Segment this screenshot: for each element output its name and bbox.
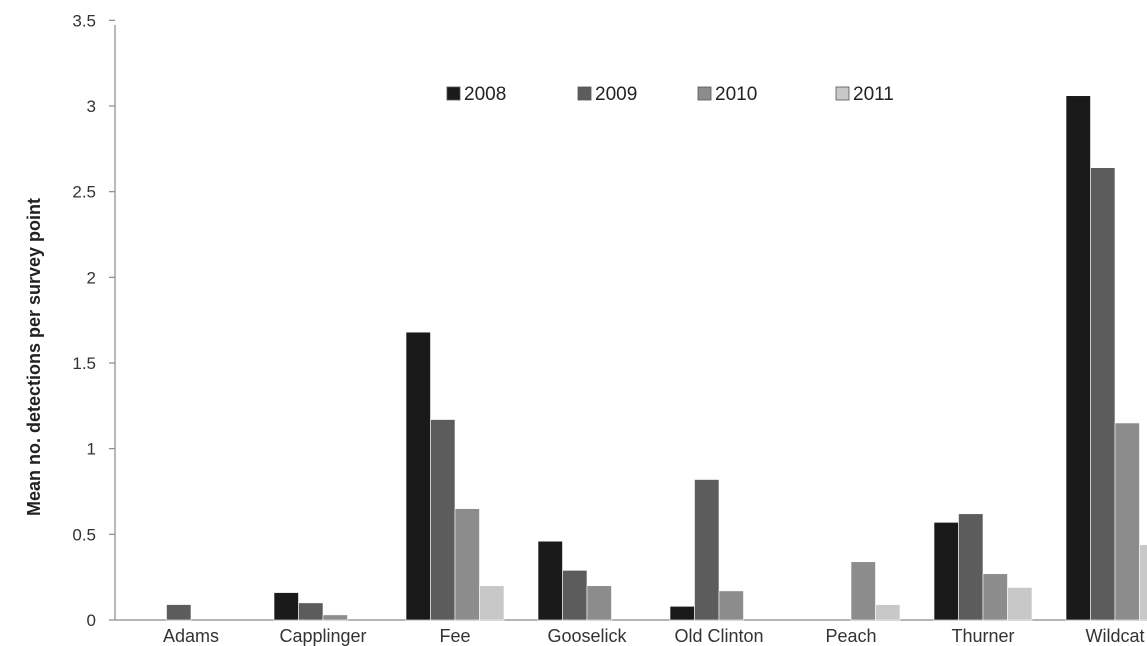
x-tick-label: Gooselick <box>547 626 627 646</box>
bar-2009-wildcat <box>1090 167 1116 621</box>
bar-2011-peach <box>875 604 901 621</box>
x-tick-labels: Adams Capplinger Fee Gooselick Old Clinton Pe… <box>163 626 1145 646</box>
legend-label-2010: 2010 <box>715 84 757 105</box>
bar-2010-gooselick <box>586 585 612 621</box>
bar-2009-adams <box>166 604 192 621</box>
bar-2010-fee <box>454 508 480 621</box>
y-ticks: 0 0.5 1 1.5 2 2.5 3 3.5 <box>72 11 115 630</box>
y-axis-title: Mean no. detections per survey point <box>24 198 44 516</box>
bar-2008-fee <box>405 331 431 621</box>
bar-2011-thurner <box>1007 587 1033 621</box>
bar-2009-fee <box>430 419 456 621</box>
y-tick-label: 1.5 <box>72 354 96 373</box>
legend-label-2009: 2009 <box>595 84 637 105</box>
bar-2008-old-clinton <box>669 605 695 621</box>
x-tick-label: Thurner <box>951 626 1014 646</box>
bar-2008-capplinger <box>273 592 299 621</box>
bar-2008-wildcat <box>1065 95 1091 621</box>
legend: 2008 2009 2010 2011 <box>446 84 894 105</box>
legend-label-2008: 2008 <box>464 84 506 105</box>
bar-2008-gooselick <box>537 540 563 621</box>
x-tick-label: Peach <box>825 626 876 646</box>
legend-swatch-2008 <box>446 86 461 101</box>
bars <box>166 95 1147 621</box>
bar-2011-fee <box>479 585 505 621</box>
legend-swatch-2011 <box>835 86 850 101</box>
bar-2010-wildcat <box>1114 422 1140 621</box>
axes <box>114 25 1147 621</box>
bar-2010-capplinger <box>322 614 348 621</box>
bar-2009-gooselick <box>562 570 588 621</box>
y-tick-label: 2 <box>87 268 96 287</box>
y-tick-label: 3 <box>87 97 96 116</box>
x-tick-label: Fee <box>439 626 470 646</box>
y-tick-label: 2.5 <box>72 183 96 202</box>
bar-2010-thurner <box>982 573 1008 621</box>
y-tick-label: 1 <box>87 440 96 459</box>
x-tick-label: Adams <box>163 626 219 646</box>
y-tick-label: 0.5 <box>72 525 96 544</box>
bar-2008-thurner <box>933 522 959 621</box>
bar-2011-wildcat <box>1139 544 1147 621</box>
legend-swatch-2010 <box>697 86 712 101</box>
y-tick-label: 3.5 <box>72 11 96 30</box>
bar-2009-capplinger <box>298 602 324 621</box>
y-tick-label: 0 <box>87 611 96 630</box>
bar-2009-thurner <box>958 513 984 621</box>
bar-2010-old-clinton <box>718 590 744 621</box>
x-tick-label: Old Clinton <box>674 626 763 646</box>
x-tick-label: Capplinger <box>279 626 366 646</box>
legend-swatch-2009 <box>577 86 592 101</box>
bar-2009-old-clinton <box>694 479 720 621</box>
bar-2010-peach <box>850 561 876 621</box>
legend-label-2011: 2011 <box>853 84 894 105</box>
x-tick-label: Wildcat <box>1085 626 1144 646</box>
